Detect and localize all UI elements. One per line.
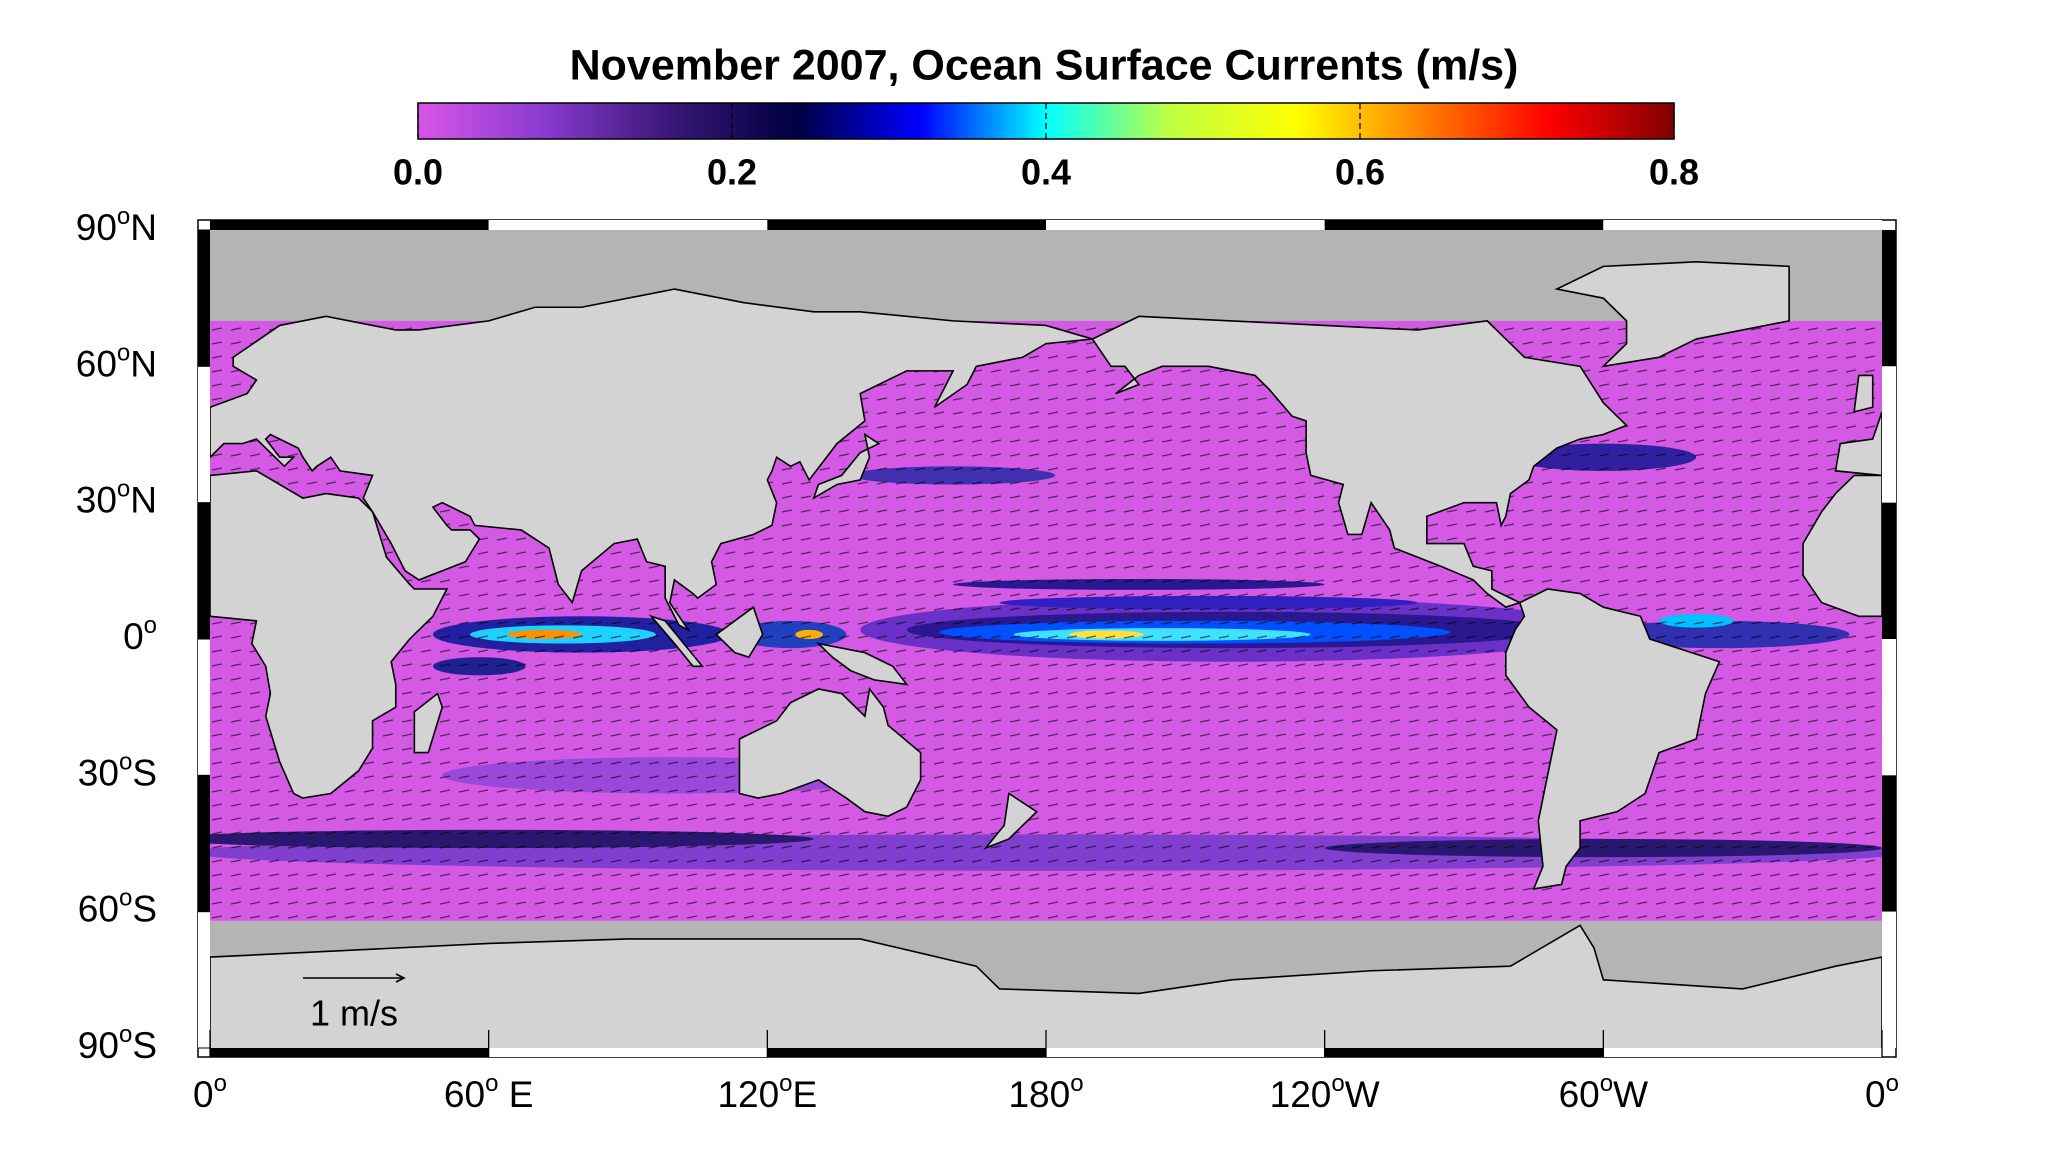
axis-tick-label: 90oS — [78, 1021, 157, 1065]
frame-bar — [488, 1048, 768, 1057]
colorbar-tick-label: 0.4 — [1021, 152, 1071, 193]
axis-tick-label: 60oW — [1559, 1070, 1649, 1114]
tick-number: 30 — [76, 479, 117, 520]
tick-number: 0 — [193, 1074, 214, 1115]
title: November 2007, Ocean Surface Currents (m… — [570, 41, 1519, 89]
tick-number: 0 — [123, 616, 144, 657]
frame-bar — [210, 220, 489, 230]
axis-tick-label: 0o — [123, 612, 157, 656]
axis-tick-label: 0o — [1865, 1070, 1899, 1114]
tick-degree: o — [119, 1021, 132, 1048]
tick-degree: o — [117, 340, 130, 367]
frame-bar — [198, 366, 210, 503]
tick-number: 90 — [78, 1025, 119, 1066]
frame-bar — [198, 230, 210, 367]
frame-bar — [1882, 911, 1896, 1048]
frame-bar — [1324, 1048, 1604, 1057]
tick-degree: o — [1600, 1070, 1613, 1097]
tick-degree: o — [485, 1070, 498, 1097]
colorbar-ticks: 0.0 0.2 0.4 0.6 0.8 — [393, 103, 1699, 193]
colorbar-tick-label: 0.0 — [393, 152, 443, 193]
frame-bar — [1882, 230, 1896, 367]
tick-degree: o — [214, 1070, 227, 1097]
frame-bar — [1882, 775, 1896, 912]
tick-degree: o — [119, 749, 132, 776]
tick-degree: o — [144, 612, 157, 639]
scale-label: 1 m/s — [310, 993, 398, 1034]
tick-number: 60 — [78, 888, 119, 929]
frame-bar — [198, 775, 210, 912]
tick-degree: o — [1886, 1070, 1899, 1097]
frame-bar — [1603, 220, 1882, 230]
frame-bar — [1882, 639, 1896, 776]
tick-hemisphere: S — [132, 752, 157, 793]
axis-tick-label: 30oS — [78, 749, 157, 793]
axis-tick-label: 60oS — [78, 885, 157, 929]
tick-number: 120 — [1270, 1074, 1332, 1115]
frame-bars — [198, 220, 1896, 1057]
tick-hemisphere: E — [498, 1074, 533, 1115]
frame-bar — [488, 220, 768, 230]
tick-number: 60 — [444, 1074, 485, 1115]
colorbar-tick-label: 0.8 — [1649, 152, 1699, 193]
axis-tick-label: 120oW — [1270, 1070, 1380, 1114]
scale-arrow-head — [395, 973, 406, 983]
frame-bar — [198, 639, 210, 776]
tick-number: 0 — [1865, 1074, 1886, 1115]
frame-bar — [1603, 1048, 1882, 1057]
tick-number: 180 — [1008, 1074, 1070, 1115]
frame-bar — [198, 502, 210, 639]
frame-bar — [198, 911, 210, 1048]
tick-degree: o — [117, 203, 130, 230]
colorbar-tick-label: 0.2 — [707, 152, 757, 193]
frame-bar — [767, 1048, 1046, 1057]
axis-tick-label: 180o — [1008, 1070, 1083, 1114]
tick-hemisphere: E — [793, 1074, 818, 1115]
tick-degree: o — [1331, 1070, 1344, 1097]
tick-degree: o — [119, 885, 132, 912]
axis-tick-label: 90oN — [76, 203, 157, 247]
map — [210, 230, 1882, 1048]
tick-degree: o — [1070, 1070, 1083, 1097]
axis-tick-label: 60oN — [76, 340, 157, 384]
tick-hemisphere: W — [1613, 1074, 1648, 1115]
tick-hemisphere: N — [130, 207, 157, 248]
axis-tick-label: 60o E — [444, 1070, 533, 1114]
tick-number: 90 — [76, 207, 117, 248]
tick-hemisphere: S — [132, 1025, 157, 1066]
tick-hemisphere: W — [1345, 1074, 1380, 1115]
tick-degree: o — [779, 1070, 792, 1097]
frame-bar — [1046, 1048, 1325, 1057]
tick-hemisphere: N — [130, 343, 157, 384]
colorbar-tick-label: 0.6 — [1335, 152, 1385, 193]
frame-bar — [1882, 502, 1896, 639]
tick-number: 30 — [78, 752, 119, 793]
tick-number: 60 — [1559, 1074, 1600, 1115]
land — [210, 262, 1882, 1048]
axis-tick-label: 30oN — [76, 476, 157, 520]
axis-tick-label: 0o — [193, 1070, 227, 1114]
frame-bar — [1324, 220, 1604, 230]
frame-bar — [210, 1048, 489, 1057]
tick-number: 60 — [76, 343, 117, 384]
frame-bar — [1046, 220, 1325, 230]
axis-tick-label: 120oE — [717, 1070, 817, 1114]
frame-bar — [767, 220, 1046, 230]
tick-hemisphere: S — [132, 888, 157, 929]
tick-hemisphere: N — [130, 479, 157, 520]
frame-bar — [1882, 366, 1896, 503]
tick-number: 120 — [717, 1074, 779, 1115]
tick-degree: o — [117, 476, 130, 503]
